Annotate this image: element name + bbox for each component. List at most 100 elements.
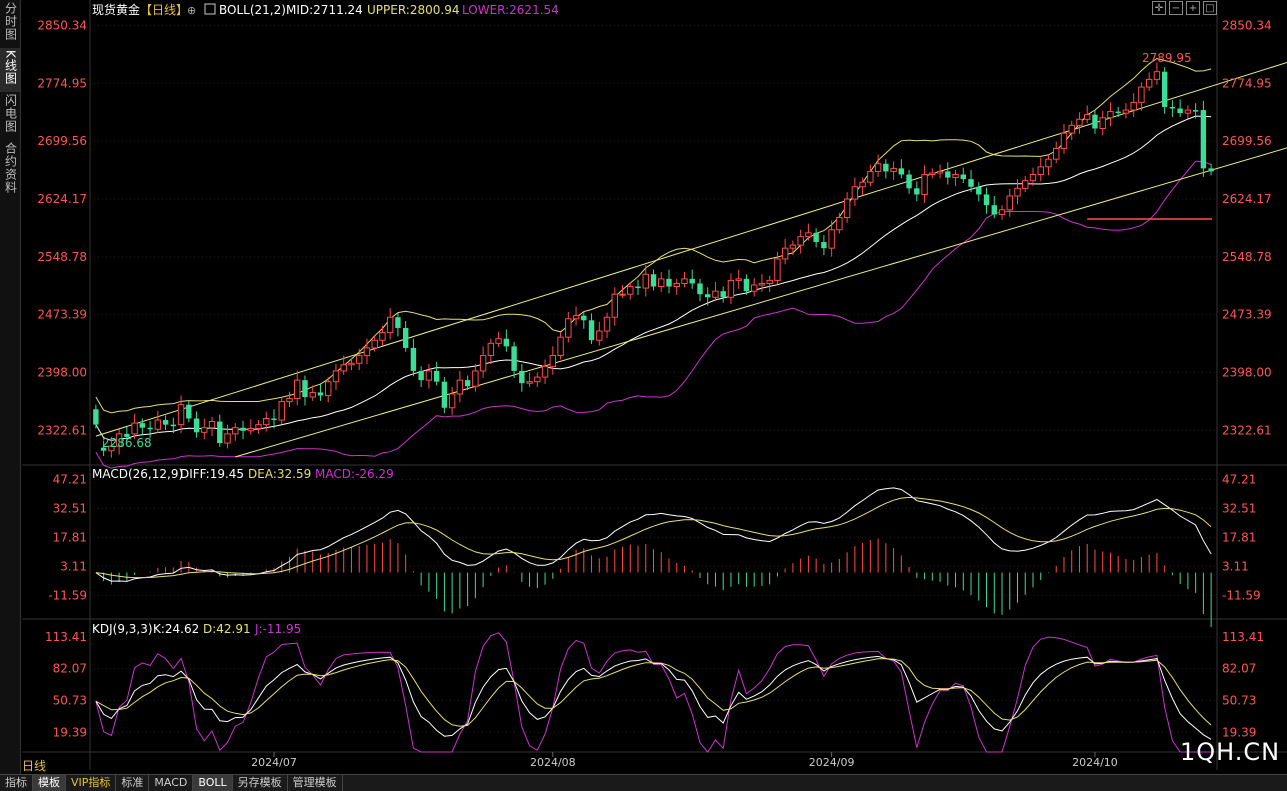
candle-body [557,336,564,357]
macd-label: MACD(26,12,9) [92,467,183,481]
instrument-title: 现货黄金 [92,2,140,17]
candle-body [247,427,254,432]
candle-body [224,433,231,444]
candle-body [611,293,618,318]
candle-body [386,316,394,334]
candle-body [503,338,510,347]
macd-tick-left: 32.51 [53,501,87,515]
bottom-tab-2[interactable]: VIP指标 [66,775,117,791]
x-tick-label: 2024/08 [530,756,576,769]
candle-body [712,290,719,298]
candle-body [774,258,781,281]
bottom-tab-0[interactable]: 指标 [0,775,33,791]
sidebar-tab-0[interactable]: 分时图 [0,0,20,48]
candle-body [526,381,533,384]
macd-tick-right: -11.59 [1222,588,1261,602]
candle-body [193,418,200,433]
candle-body [278,401,285,421]
candle-body [867,170,874,183]
candle-body [115,433,123,447]
candle-body [1037,166,1044,176]
bottom-tab-6[interactable]: 另存模板 [233,775,288,791]
candle-body [541,365,549,378]
candle-body [1200,110,1207,169]
candle-body [929,172,936,176]
macd-tick-left: 3.11 [60,559,87,573]
candle-body [1192,110,1199,112]
candle-body [325,381,332,396]
candle-body [1153,71,1161,80]
candle-body [147,427,153,430]
sidebar-tab-label: K线图 [3,50,18,85]
candle-body [1130,101,1137,111]
sidebar-tab-3[interactable]: 合约资料 [0,140,20,201]
candle-body [1060,132,1068,149]
candle-body [170,424,177,427]
candle-body [743,278,750,292]
candle-body [418,370,424,381]
candle-body [425,370,433,381]
period-label[interactable]: 日线 [22,759,47,773]
sidebar-tab-2[interactable]: 闪电图 [0,92,20,140]
candle-body [1184,109,1192,114]
candle-body [139,423,146,428]
candle-body [433,370,440,382]
macd-tick-right: 32.51 [1222,501,1256,515]
price-tick-right: 2699.56 [1222,134,1272,148]
price-tick-right: 2398.00 [1222,365,1272,379]
candle-body [898,168,905,175]
bottom-tab-1[interactable]: 模板 [33,775,66,791]
price-tick-left: 2548.78 [37,250,87,264]
settings-icon[interactable]: ⊕ [187,4,196,17]
candle-body [1014,187,1021,197]
candle-body [100,447,107,451]
candle-body [998,209,1006,215]
candle-body [627,286,634,295]
candle-body [302,380,308,398]
high-annotation: 2789.95 [1142,51,1192,65]
candle-body [286,398,293,403]
kdj-j-line [95,632,1212,753]
macd-diff: DIFF:19.45 [180,467,244,481]
bottom-tab-3[interactable]: 标准 [116,775,150,791]
boll-upper: UPPER:2800.94 [367,3,459,17]
candle-body [495,338,502,344]
candle-body [828,229,835,249]
zoom-in-icon[interactable]: + [1186,1,1200,15]
candle-body [479,355,487,372]
candle-body [410,347,417,371]
candle-body [673,282,680,288]
sidebar-tab-1[interactable]: K线图 [0,48,20,92]
window-controls: ✛ − + □ [1152,1,1217,15]
candle-body [1045,158,1052,168]
macd-tick-right: 17.81 [1222,530,1256,544]
price-tick-right: 2548.78 [1222,250,1272,264]
price-tick-left: 2699.56 [37,134,87,148]
candle-body [921,174,928,195]
crosshair-icon[interactable]: ✛ [1152,1,1166,15]
price-tick-right: 2322.61 [1222,423,1272,437]
candle-body [348,362,355,366]
bottom-tab-4[interactable]: MACD [149,775,194,791]
macd-dea-line [95,496,1212,579]
candle-body [240,427,246,431]
candle-body [371,339,378,349]
macd-tick-left: 47.21 [53,472,87,486]
candle-body [395,317,401,328]
candle-body [735,278,742,281]
indicator-icon[interactable] [204,3,216,15]
price-tick-left: 2322.61 [37,423,87,437]
candle-body [402,327,409,348]
macd-diff-line [95,487,1212,582]
candle-body [1092,114,1098,129]
candle-body [720,291,726,298]
kdj-j: J:-11.95 [254,622,301,636]
bottom-tab-5[interactable]: BOLL [193,775,233,791]
bottom-tab-7[interactable]: 管理模板 [288,775,343,791]
candle-body [309,391,316,398]
maximize-icon[interactable]: □ [1203,1,1217,15]
candle-body [781,247,789,260]
zoom-out-icon[interactable]: − [1169,1,1183,15]
candle-body [572,315,580,320]
period-tag: 【日线】 [140,3,188,17]
